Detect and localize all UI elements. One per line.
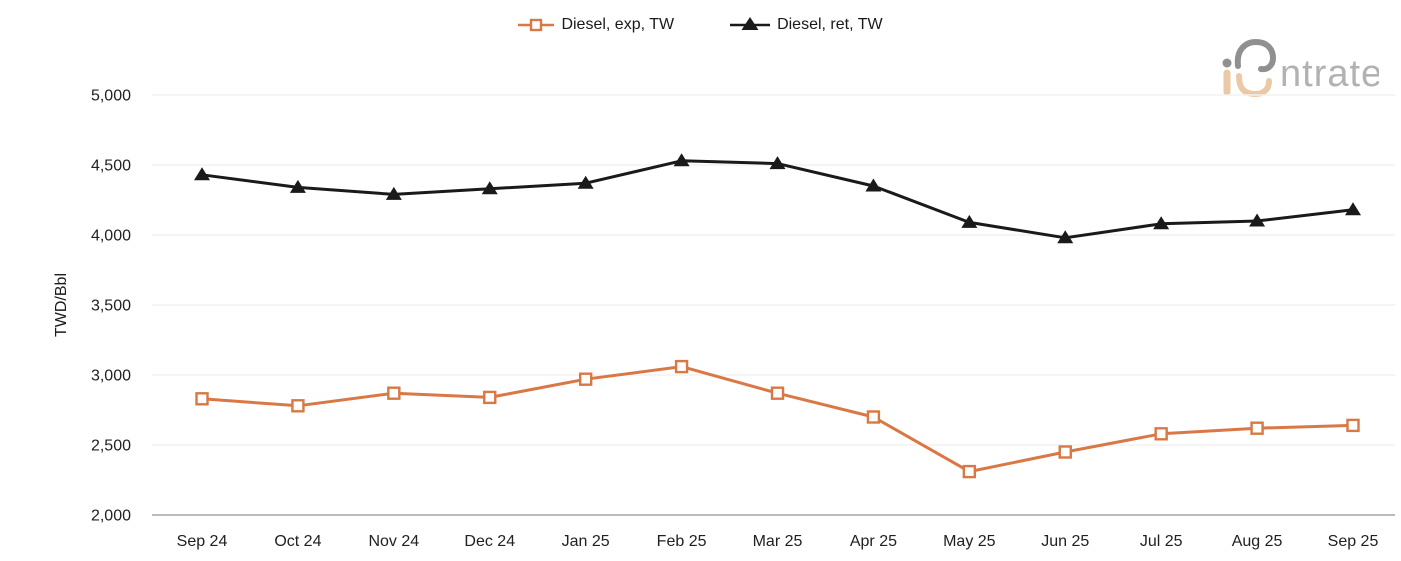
chart-legend: Diesel, exp, TW Diesel, ret, TW xyxy=(0,16,1401,34)
marker-diesel-exp-tw xyxy=(962,464,977,479)
marker-diesel-exp-tw xyxy=(674,359,689,374)
x-tick-label: Aug 25 xyxy=(1232,533,1283,550)
x-tick-label: May 25 xyxy=(943,533,996,550)
marker-diesel-exp-tw xyxy=(195,392,209,406)
y-tick-label: 4,500 xyxy=(91,158,131,175)
marker-diesel-ret-tw xyxy=(865,178,882,192)
x-tick-label: Mar 25 xyxy=(753,533,803,550)
legend-item-diesel-exp-tw[interactable]: Diesel, exp, TW xyxy=(518,16,674,34)
x-tick-label: Dec 24 xyxy=(464,533,515,550)
marker-diesel-ret-tw xyxy=(673,153,690,167)
y-axis-title: TWD/Bbl xyxy=(53,273,70,337)
legend-item-diesel-ret-tw[interactable]: Diesel, ret, TW xyxy=(730,16,883,34)
triangle-marker-icon xyxy=(730,17,771,33)
legend-label: Diesel, ret, TW xyxy=(777,16,883,33)
marker-diesel-exp-tw xyxy=(291,399,305,413)
logo-mark-icon xyxy=(1222,38,1277,98)
marker-diesel-ret-tw xyxy=(289,179,306,193)
marker-diesel-ret-tw xyxy=(1249,213,1266,227)
marker-diesel-ret-tw xyxy=(1153,216,1170,230)
marker-diesel-exp-tw xyxy=(866,410,881,424)
marker-diesel-ret-tw xyxy=(577,175,594,189)
marker-diesel-exp-tw xyxy=(1346,418,1360,433)
square-marker-icon xyxy=(518,17,555,33)
marker-diesel-ret-tw xyxy=(481,181,498,195)
series-line-diesel-exp-tw xyxy=(201,365,1354,474)
y-tick-label: 2,500 xyxy=(91,438,131,455)
marker-diesel-exp-tw xyxy=(578,372,593,386)
series-diesel-exp-tw xyxy=(195,359,1360,479)
marker-diesel-ret-tw xyxy=(194,167,210,181)
x-tick-label: Jul 25 xyxy=(1140,533,1183,550)
y-tick-label: 5,000 xyxy=(91,88,131,105)
y-tick-label: 4,000 xyxy=(91,228,131,245)
series-diesel-ret-tw xyxy=(194,153,1361,244)
marker-diesel-exp-tw xyxy=(1058,445,1072,459)
y-tick-label: 2,000 xyxy=(91,508,131,525)
marker-diesel-ret-tw xyxy=(769,156,786,170)
x-tick-label: Jun 25 xyxy=(1041,533,1089,550)
marker-diesel-exp-tw xyxy=(1154,427,1168,441)
x-tick-label: Sep 25 xyxy=(1328,533,1379,550)
marker-diesel-exp-tw xyxy=(483,390,497,405)
y-tick-label: 3,500 xyxy=(91,298,131,315)
y-tick-label: 3,000 xyxy=(91,368,131,385)
x-tick-label: Sep 24 xyxy=(177,533,228,550)
marker-diesel-exp-tw xyxy=(387,386,401,400)
x-tick-label: Apr 25 xyxy=(850,533,897,550)
marker-diesel-exp-tw xyxy=(1250,421,1264,435)
marker-diesel-ret-tw xyxy=(1057,230,1074,244)
marker-diesel-ret-tw xyxy=(961,214,978,228)
x-tick-label: Oct 24 xyxy=(274,533,321,550)
marker-diesel-ret-tw xyxy=(385,186,402,200)
marker-diesel-ret-tw xyxy=(1345,202,1361,216)
x-tick-label: Nov 24 xyxy=(368,533,419,550)
x-tick-label: Jan 25 xyxy=(562,533,610,550)
marker-diesel-exp-tw xyxy=(770,386,785,400)
series-line-diesel-ret-tw xyxy=(201,159,1354,240)
x-tick-label: Feb 25 xyxy=(657,533,707,550)
legend-label: Diesel, exp, TW xyxy=(561,16,675,33)
